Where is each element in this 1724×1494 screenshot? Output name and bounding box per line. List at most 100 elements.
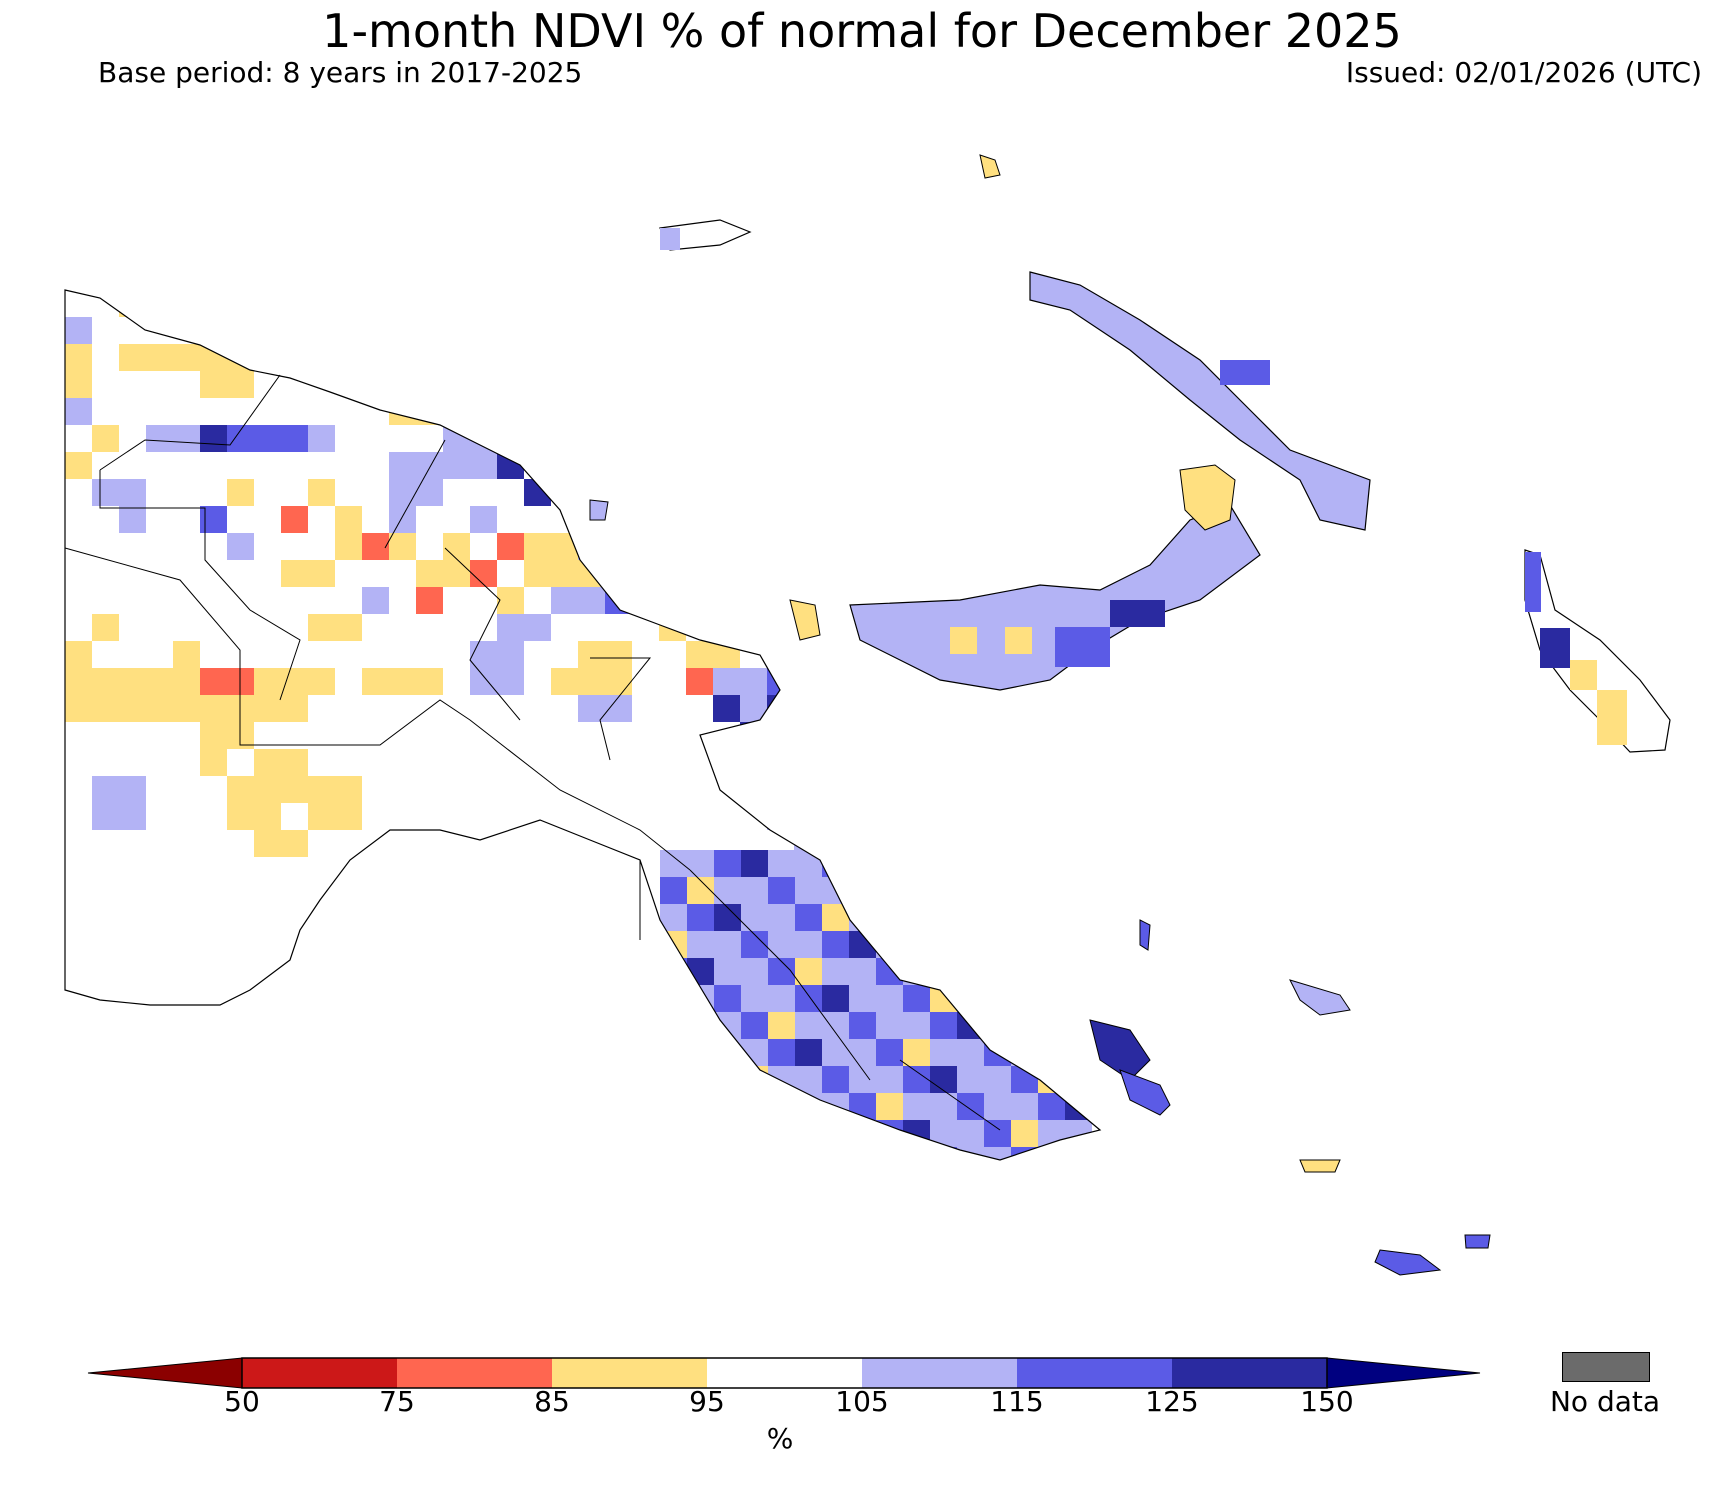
ndvi-cell [335, 668, 362, 695]
ndvi-cell [605, 371, 632, 398]
ndvi-cell [470, 776, 497, 803]
ndvi-cell [714, 1039, 741, 1066]
ndvi-cell [714, 1093, 741, 1120]
ndvi-cell [686, 344, 713, 371]
ndvi-cell [1065, 1093, 1092, 1120]
island-bougainville [1524, 549, 1671, 753]
ndvi-cell [497, 506, 524, 533]
ndvi-cell [551, 533, 578, 560]
ndvi-cell [876, 877, 903, 904]
ndvi-cell [1011, 850, 1038, 877]
ndvi-cell [92, 560, 119, 587]
ndvi-cell [497, 560, 524, 587]
ndvi-cell [605, 614, 632, 641]
colorbar [87, 1357, 1481, 1389]
ndvi-cell [767, 344, 794, 371]
ndvi-cell [335, 560, 362, 587]
ndvi-cell [1011, 904, 1038, 931]
ndvi-cell [416, 749, 443, 776]
ndvi-cell [930, 1147, 957, 1160]
ndvi-cell [849, 985, 876, 1012]
ndvi-cell [173, 479, 200, 506]
ndvi-cell [984, 1147, 1011, 1160]
ndvi-cell [389, 830, 416, 857]
ndvi-cell [389, 533, 416, 560]
ndvi-cell [470, 506, 497, 533]
ndvi-cell [119, 506, 146, 533]
ndvi-cell [930, 931, 957, 958]
ndvi-cell [659, 506, 686, 533]
ndvi-cell [308, 344, 335, 371]
ndvi-cell [254, 803, 281, 830]
ndvi-cell [65, 749, 92, 776]
ndvi-cell [713, 668, 740, 695]
ndvi-cell [173, 344, 200, 371]
ndvi-cell [687, 1147, 714, 1160]
ndvi-cell [362, 290, 389, 317]
ndvi-cell [714, 931, 741, 958]
ndvi-cell [632, 614, 659, 641]
ndvi-cell [821, 614, 848, 641]
ndvi-cell [821, 560, 848, 587]
ndvi-cell [362, 344, 389, 371]
ndvi-cell [794, 425, 821, 452]
ndvi-cell [281, 479, 308, 506]
ndvi-cell [146, 695, 173, 722]
ndvi-cell [713, 317, 740, 344]
ndvi-cell [984, 985, 1011, 1012]
ndvi-cell [794, 506, 821, 533]
ndvi-cell [659, 533, 686, 560]
ndvi-cell [146, 641, 173, 668]
ndvi-cell [524, 587, 551, 614]
colorbar-tick-label: 115 [990, 1385, 1044, 1418]
ndvi-cell [713, 776, 740, 803]
ndvi-cell [65, 398, 92, 425]
ndvi-cell [146, 533, 173, 560]
ndvi-cell [497, 398, 524, 425]
ndvi-cell [822, 904, 849, 931]
ndvi-cell [470, 803, 497, 830]
ndvi-cell [119, 803, 146, 830]
ndvi-cell [795, 931, 822, 958]
ndvi-cell [227, 749, 254, 776]
ndvi-cell [741, 1093, 768, 1120]
ndvi-cell [92, 290, 119, 317]
ndvi-cell [713, 398, 740, 425]
colorbar-tick-label: 150 [1300, 1385, 1354, 1418]
ndvi-cell [740, 425, 767, 452]
ndvi-cell [497, 425, 524, 452]
ndvi-cell [605, 803, 632, 830]
ndvi-cell [740, 371, 767, 398]
ndvi-cell [848, 803, 875, 830]
ndvi-cell [119, 533, 146, 560]
ndvi-cell [794, 398, 821, 425]
ndvi-cell [416, 587, 443, 614]
ndvi-cell [848, 452, 875, 479]
ndvi-cell [687, 850, 714, 877]
ndvi-cell [92, 425, 119, 452]
ndvi-cell [470, 614, 497, 641]
ndvi-cell [659, 695, 686, 722]
ndvi-cell [740, 506, 767, 533]
ndvi-cell [714, 1120, 741, 1147]
ndvi-cell [659, 803, 686, 830]
ndvi-cell [254, 425, 281, 452]
ndvi-cell [822, 931, 849, 958]
ndvi-cell [632, 722, 659, 749]
ndvi-cell [227, 398, 254, 425]
ndvi-cell [578, 398, 605, 425]
ndvi-cell [443, 344, 470, 371]
colorbar-tick-label: 50 [224, 1385, 260, 1418]
ndvi-cell [362, 371, 389, 398]
ndvi-cell [740, 560, 767, 587]
ndvi-cell [416, 668, 443, 695]
ndvi-cell [443, 479, 470, 506]
ndvi-cell [524, 668, 551, 695]
ndvi-cell [795, 1066, 822, 1093]
ndvi-cell [524, 722, 551, 749]
colorbar-tick-label: 105 [835, 1385, 889, 1418]
ndvi-cell [957, 1066, 984, 1093]
ndvi-cell [713, 452, 740, 479]
ndvi-cell [821, 722, 848, 749]
ndvi-cell [660, 1066, 687, 1093]
